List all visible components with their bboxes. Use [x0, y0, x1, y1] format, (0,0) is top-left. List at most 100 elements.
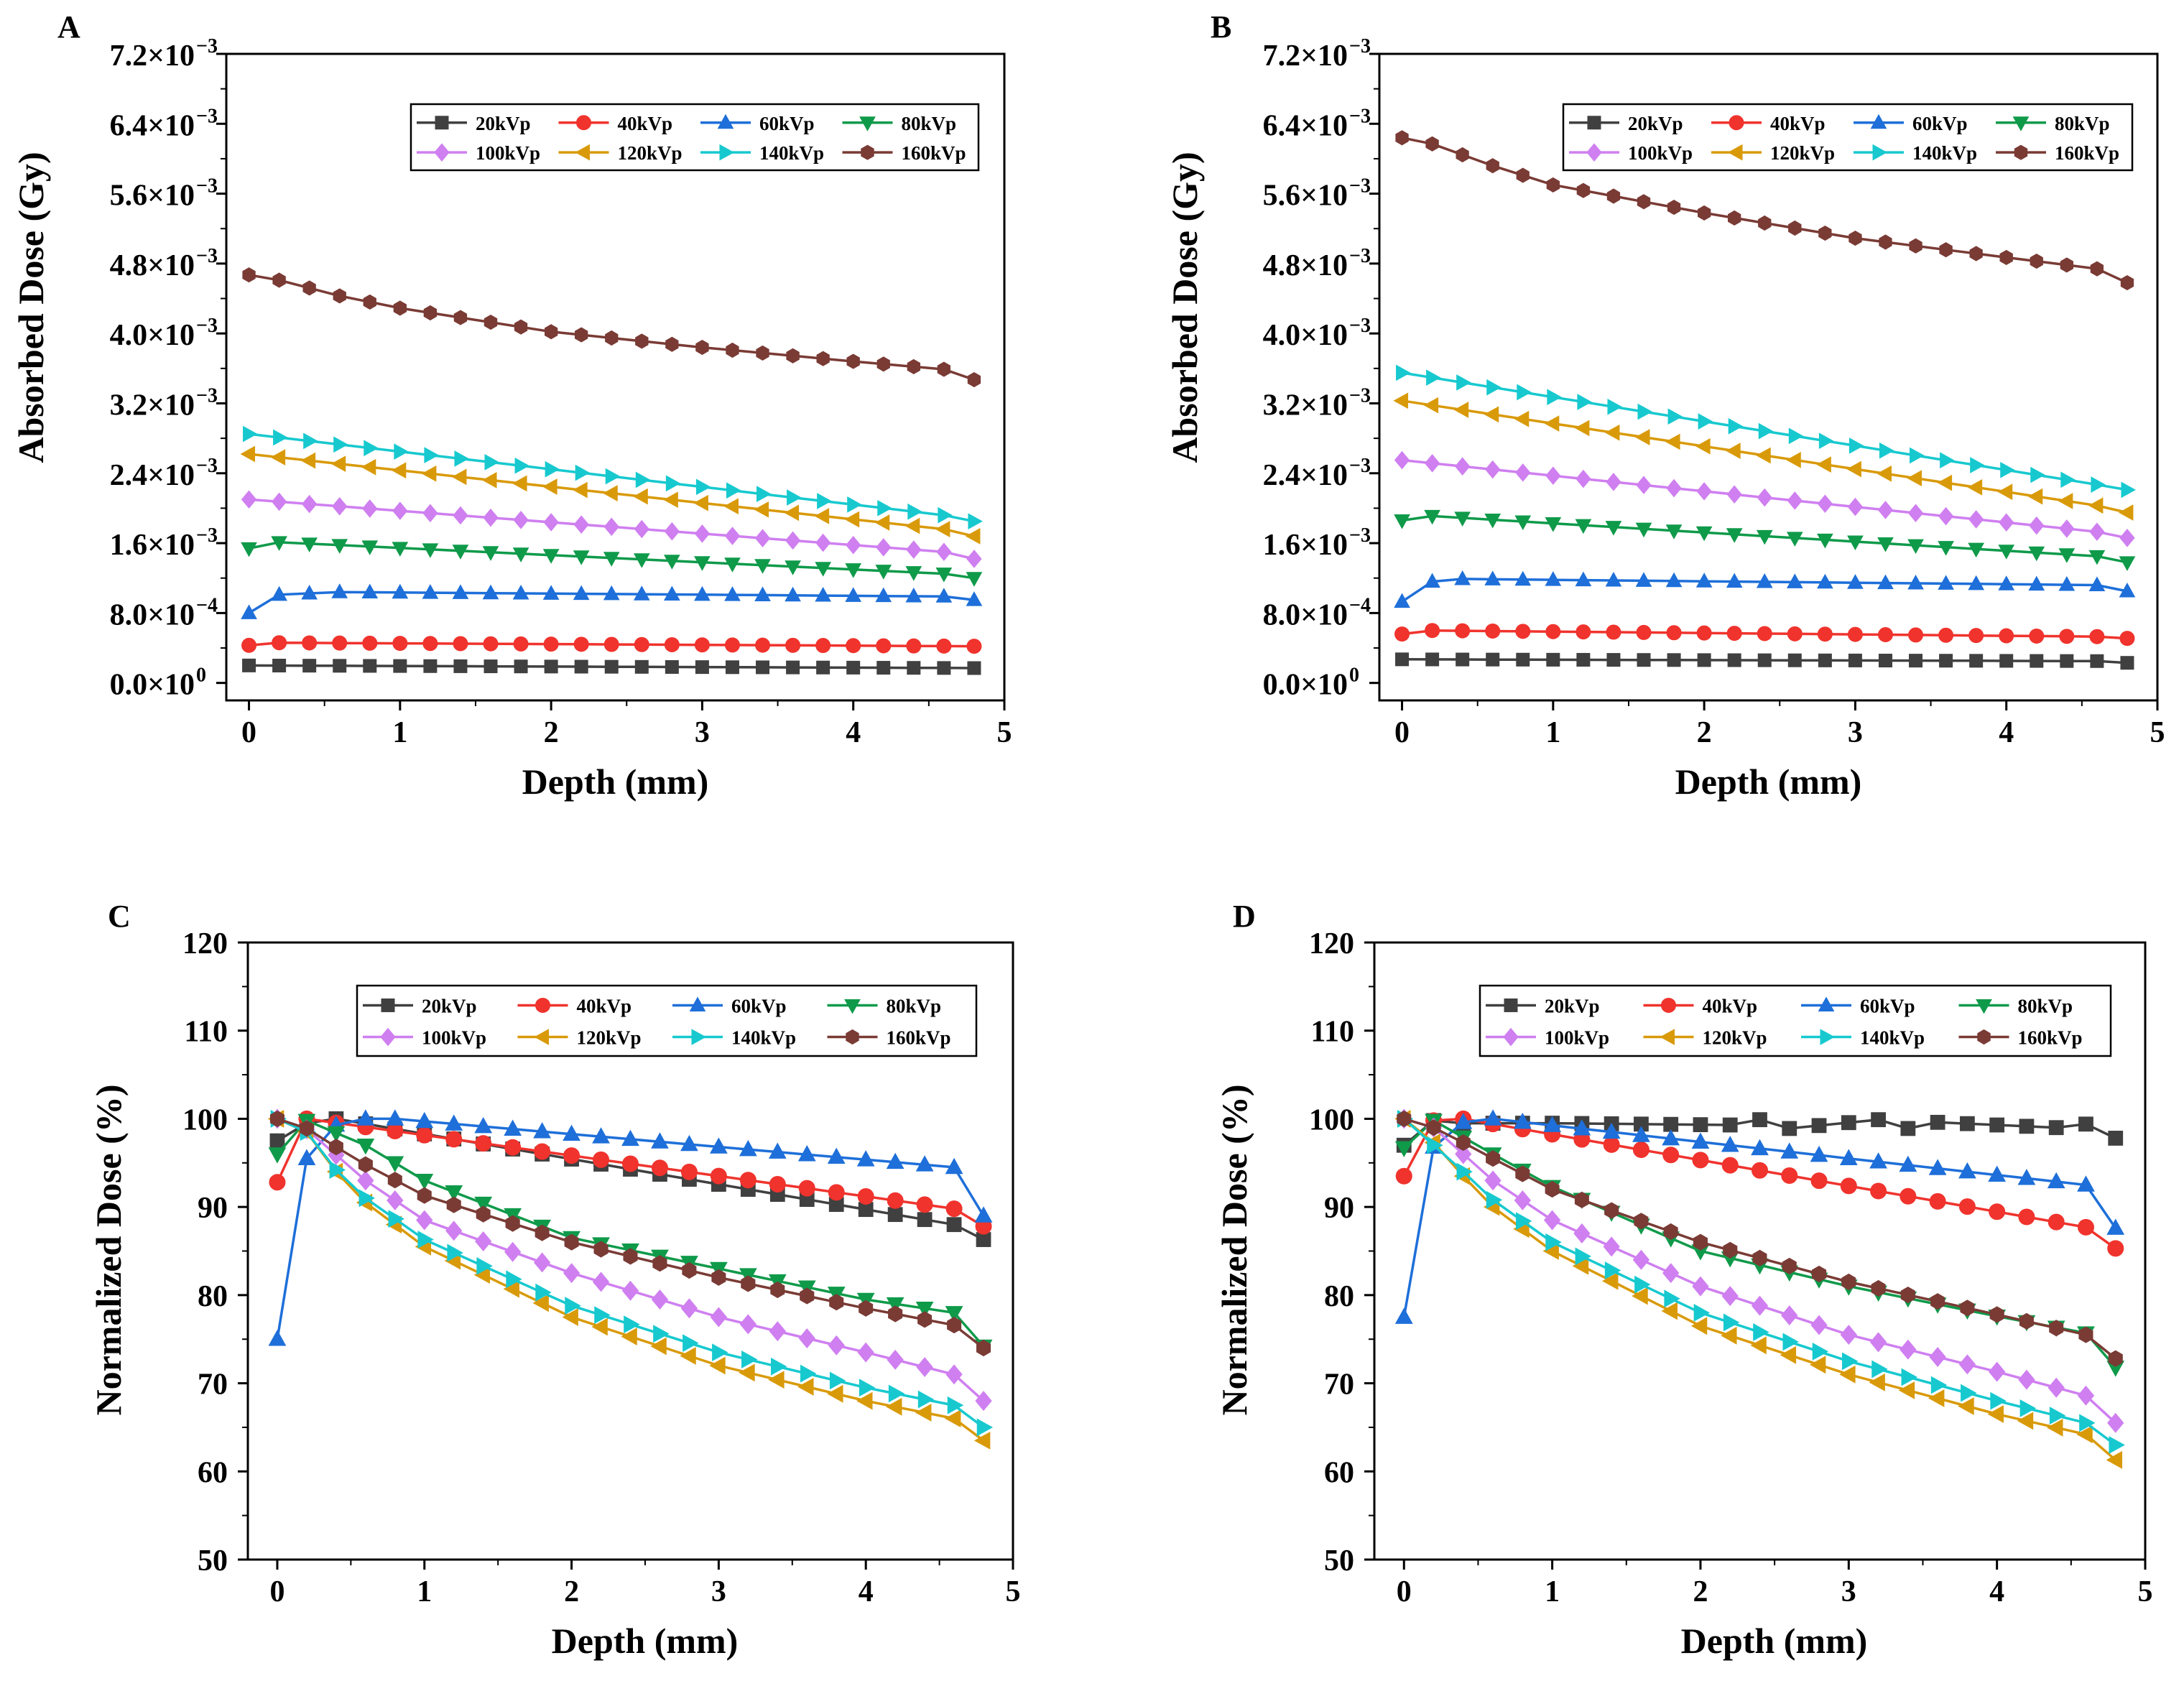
data-point — [828, 1184, 845, 1201]
data-point — [1909, 238, 1922, 254]
legend-label: 20kVp — [1628, 113, 1683, 134]
data-point — [1456, 1134, 1471, 1152]
data-point — [2089, 522, 2105, 542]
data-point — [542, 478, 557, 495]
data-point — [621, 1280, 639, 1301]
data-point — [874, 514, 890, 531]
x-tick-label: 2 — [1693, 1575, 1708, 1608]
y-tick-label: 4.8×10 — [110, 249, 195, 282]
x-tick-label: 1 — [1545, 716, 1560, 749]
legend-marker — [1503, 1027, 1519, 1047]
data-point — [1426, 1119, 1441, 1136]
data-point — [1635, 572, 1652, 587]
legend: 20kVp 40kVp 60kVp 80kVp 100kVp 120kVp 140kVp 16… — [410, 103, 980, 172]
data-point — [859, 1300, 874, 1317]
data-point — [1757, 488, 1772, 507]
data-point — [709, 1137, 728, 1154]
data-point — [1930, 1293, 1945, 1310]
data-point — [573, 515, 589, 534]
data-point — [1999, 654, 2014, 668]
data-point — [1809, 1356, 1826, 1374]
legend-marker — [719, 144, 735, 161]
data-point — [2048, 1377, 2065, 1398]
data-point — [2049, 1320, 2064, 1337]
y-tick-label: 120 — [182, 927, 228, 960]
data-point — [1940, 452, 1955, 469]
legend-marker — [576, 115, 591, 131]
data-point — [1576, 652, 1591, 667]
data-point — [331, 583, 348, 598]
legend-marker — [1820, 1029, 1836, 1045]
y-tick-label: 60 — [198, 1456, 228, 1489]
legend-box — [1479, 984, 2112, 1057]
legend-marker — [1727, 144, 1743, 161]
data-point — [1425, 623, 1440, 639]
data-point — [1575, 1247, 1592, 1266]
data-point — [483, 508, 499, 527]
data-point — [1632, 1141, 1649, 1159]
data-point — [2107, 1412, 2124, 1433]
data-point — [1545, 571, 1562, 586]
data-point — [573, 636, 589, 652]
y-tick-exponent: −3 — [1349, 245, 1371, 267]
legend-marker — [435, 116, 449, 130]
data-point — [786, 348, 800, 363]
data-point — [651, 1289, 669, 1310]
data-point — [1968, 575, 1984, 590]
data-point — [1573, 1223, 1591, 1243]
data-point — [563, 1147, 580, 1164]
y-tick-label: 7.2×10 — [1263, 40, 1348, 73]
x-axis-title: Depth (mm) — [1675, 761, 1862, 802]
data-point — [904, 517, 920, 534]
data-point — [2060, 471, 2076, 488]
data-point — [1514, 515, 1532, 531]
y-tick-label: 50 — [1324, 1544, 1354, 1578]
data-point — [621, 1129, 639, 1147]
data-point — [1637, 403, 1653, 420]
y-tick-exponent: −3 — [1349, 315, 1371, 337]
data-point — [603, 636, 619, 652]
data-point — [1818, 432, 1834, 450]
series-40kVp — [241, 635, 982, 654]
data-point — [392, 636, 408, 652]
data-point — [303, 432, 318, 450]
data-point — [1958, 1198, 1976, 1215]
data-point — [1662, 1129, 1680, 1146]
data-point — [1634, 1213, 1649, 1230]
legend-item-100kVp: 100kVp — [1569, 142, 1693, 164]
data-point — [505, 1215, 520, 1232]
data-point — [1989, 1203, 2006, 1221]
legend-marker — [1729, 115, 1744, 131]
y-tick-exponent: 0 — [196, 664, 206, 687]
data-point — [1667, 200, 1681, 216]
data-point — [800, 1287, 815, 1305]
data-point — [573, 585, 590, 601]
data-point — [756, 486, 772, 503]
data-point — [845, 563, 862, 578]
data-point — [1632, 1287, 1648, 1305]
x-tick-label: 3 — [1841, 1575, 1856, 1608]
data-point — [542, 585, 560, 600]
data-point — [1999, 249, 2013, 265]
data-point — [1545, 1233, 1562, 1251]
data-point — [682, 1261, 697, 1279]
data-point — [241, 637, 257, 653]
data-point — [1786, 532, 1803, 547]
y-tick-label: 60 — [1324, 1456, 1354, 1489]
data-point — [1721, 1326, 1737, 1345]
data-point — [445, 1114, 463, 1131]
data-point — [946, 1217, 962, 1233]
data-point — [856, 1391, 873, 1410]
data-point — [1758, 215, 1772, 231]
legend-box — [356, 984, 978, 1057]
x-tick-label: 3 — [1848, 716, 1863, 749]
data-point — [535, 1224, 550, 1241]
data-point — [917, 1212, 933, 1228]
data-point — [1632, 1126, 1650, 1142]
series-100kVp — [241, 490, 982, 568]
data-point — [1847, 574, 1864, 589]
data-point — [2076, 1425, 2093, 1444]
y-tick-label: 1.6×10 — [1263, 529, 1348, 562]
data-point — [815, 533, 831, 552]
data-point — [2019, 1118, 2035, 1134]
